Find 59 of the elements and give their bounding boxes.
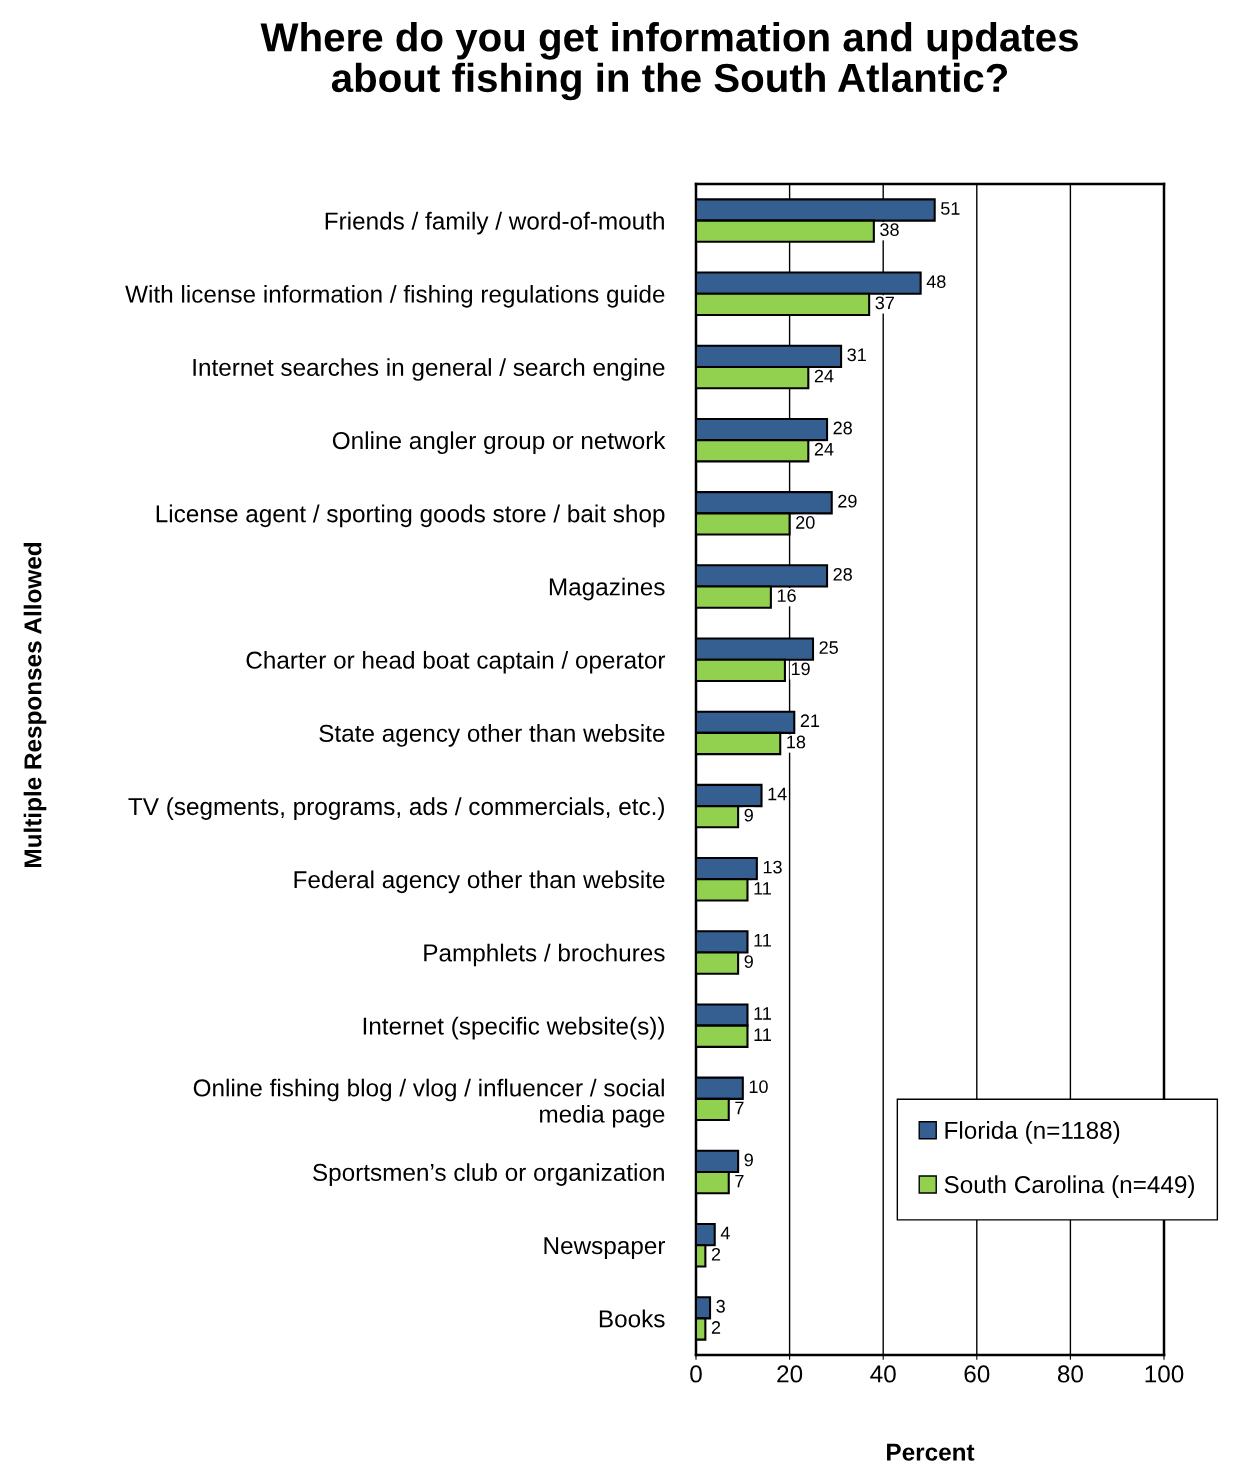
data-label: 11: [754, 934, 771, 947]
y-tick-label: TV (segments, programs, ads / commercials, etc.): [128, 797, 664, 820]
x-tick-label: 40: [870, 1365, 896, 1383]
data-label: 11: [754, 1007, 771, 1020]
data-label: 2: [711, 1247, 721, 1261]
data-label: 38: [880, 223, 899, 237]
data-label: 7: [735, 1101, 744, 1115]
data-label: 19: [791, 662, 810, 676]
data-label: 48: [926, 275, 946, 289]
y-tick-label: Online angler group or network: [332, 431, 666, 455]
data-label: 7: [735, 1174, 744, 1188]
y-tick-label: Friends / family / word-of-mouth: [325, 211, 664, 235]
data-label: 4: [720, 1226, 730, 1240]
legend-label: South Carolina (n=449): [944, 1175, 1194, 1199]
data-label: 3: [716, 1299, 725, 1313]
data-label: 10: [749, 1080, 768, 1094]
data-label: 11: [754, 882, 771, 895]
data-label: 28: [833, 567, 852, 581]
data-label: 24: [814, 369, 834, 383]
data-label: 28: [833, 421, 852, 435]
y-tick-label: Sportsmen’s club or organization: [313, 1163, 664, 1186]
legend-label: Florida (n=1188): [945, 1121, 1120, 1144]
data-label: 24: [814, 442, 834, 456]
y-tick-label: Magazines: [549, 577, 665, 601]
y-tick-label: Internet searches in general / search engine: [193, 358, 665, 381]
x-tick-label: 20: [777, 1365, 803, 1383]
data-label: 9: [744, 1153, 753, 1167]
x-tick-label: 60: [964, 1365, 990, 1383]
y-tick-label: Federal agency other than website: [294, 870, 665, 894]
data-label: 13: [763, 860, 782, 874]
x-tick-label: 100: [1145, 1365, 1184, 1383]
data-label: 2: [711, 1321, 721, 1334]
data-label: 51: [941, 202, 960, 215]
x-tick-label: 0: [690, 1365, 702, 1383]
data-label: 18: [787, 735, 806, 749]
x-axis-title: Percent: [887, 1443, 975, 1461]
data-label: 31: [847, 348, 866, 362]
y-tick-label: Books: [599, 1309, 665, 1328]
data-label: 11: [754, 1028, 771, 1041]
y-tick-label: With license information / fishing regulations guide: [125, 284, 665, 308]
data-label: 9: [744, 955, 753, 968]
data-label: 29: [838, 494, 857, 508]
data-label: 16: [777, 589, 796, 602]
y-tick-label: State agency other than website: [319, 724, 665, 747]
y-tick-label: License agent / sporting goods store / bait shop: [156, 504, 665, 528]
y-tick-label: Internet (specific website(s)): [363, 1016, 664, 1040]
data-label: 37: [875, 296, 894, 310]
y-tick-label: Online fishing blog / vlog / influencer / social media page: [193, 1078, 665, 1128]
x-tick-label: 80: [1057, 1365, 1083, 1383]
y-tick-label: Charter or head boat captain / operator: [246, 650, 666, 674]
data-label: 14: [768, 787, 787, 801]
data-label: 9: [744, 808, 753, 822]
chart-title: Where do you get information and updates about fishing in the South Atlantic?: [260, 22, 1078, 101]
y-tick-label: Newspaper: [544, 1237, 666, 1260]
y-tick-label: Pamphlets / brochures: [424, 943, 665, 967]
y-axis-title: Multiple Responses Allowed: [23, 542, 47, 867]
data-label: 25: [819, 641, 838, 654]
data-label: 20: [796, 516, 815, 529]
data-label: 21: [800, 714, 820, 727]
